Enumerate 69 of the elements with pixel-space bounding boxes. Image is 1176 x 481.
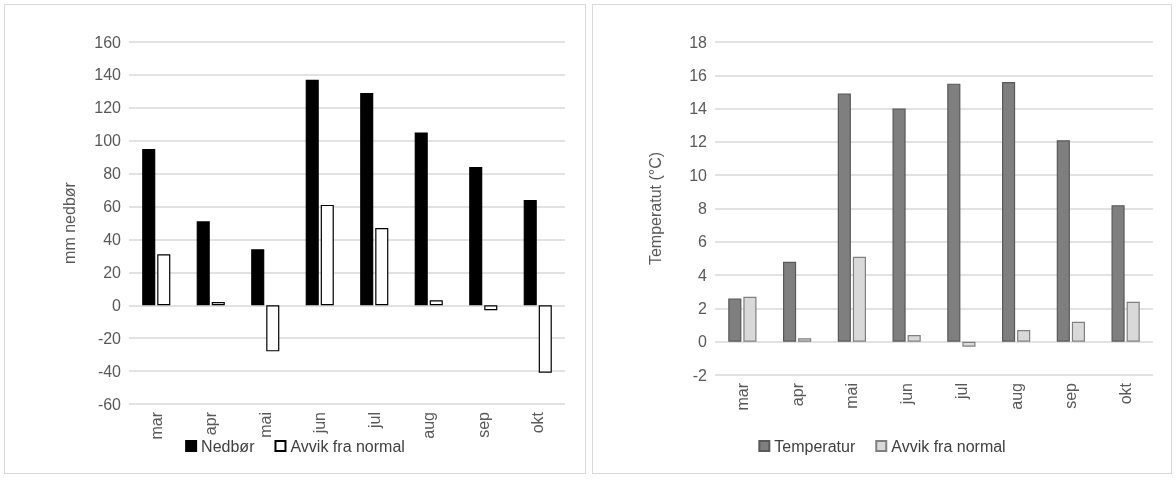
y-tick-label: 20 [103, 263, 122, 281]
y-tick-label: -40 [97, 362, 122, 380]
x-tick-label: apr [202, 411, 220, 436]
y-tick-label: -2 [692, 366, 708, 384]
bar [538, 305, 552, 373]
y-tick-label: 16 [689, 66, 708, 84]
legend-label: Avvik fra normal [290, 437, 405, 455]
y-tick-label: -60 [97, 395, 122, 413]
bar [305, 79, 319, 306]
bar [523, 199, 537, 306]
y-tick-label: 2 [698, 299, 708, 317]
x-tick-label: mar [733, 382, 751, 411]
bar [837, 93, 851, 342]
x-tick-label: mai [843, 383, 861, 409]
legend-label: Avvik fra normal [891, 437, 1006, 455]
x-tick-label: okt [1117, 382, 1135, 405]
legend-label: Nedbør [201, 437, 256, 455]
x-tick-label: jun [311, 412, 329, 435]
y-tick-label: 160 [94, 33, 122, 51]
bar [728, 298, 742, 342]
y-tick-label: 40 [103, 230, 122, 248]
x-tick-label: jun [898, 383, 916, 406]
y-axis-title: Temperatut (°C) [646, 151, 664, 266]
y-axis-title: mm nedbør [60, 181, 78, 264]
y-tick-label: 6 [698, 233, 708, 251]
y-tick-label: 10 [689, 166, 708, 184]
y-tick-label: 140 [94, 66, 122, 84]
legend-label: Temperatur [774, 437, 856, 455]
bar [360, 93, 374, 306]
bar [157, 254, 171, 306]
y-tick-label: 80 [103, 165, 122, 183]
bar [142, 148, 156, 306]
x-tick-label: jul [952, 383, 970, 401]
bar [196, 221, 210, 306]
y-tick-label: 120 [94, 99, 122, 117]
bar [469, 167, 483, 306]
bar [266, 305, 280, 352]
y-tick-label: 100 [94, 132, 122, 150]
y-tick-label: 0 [698, 333, 708, 351]
x-tick-label: jul [365, 412, 383, 430]
y-tick-label: 12 [689, 133, 708, 151]
bar [429, 300, 443, 306]
bar [1002, 81, 1016, 342]
x-tick-label: aug [1007, 383, 1025, 410]
y-tick-label: 18 [689, 33, 708, 51]
bar [1111, 205, 1125, 342]
y-tick-label: 60 [103, 198, 122, 216]
y-tick-label: 14 [689, 100, 708, 118]
y-tick-label: -20 [97, 329, 122, 347]
bar [783, 261, 797, 342]
bar [1056, 140, 1070, 342]
bar [320, 204, 334, 306]
x-tick-label: mar [147, 411, 165, 440]
bar [251, 249, 265, 306]
bar [375, 227, 389, 306]
bar [892, 108, 906, 342]
y-tick-label: 4 [698, 266, 708, 284]
bar [211, 301, 225, 306]
bar [947, 83, 961, 342]
x-tick-label: aug [420, 412, 438, 439]
bar [414, 132, 428, 306]
bar [484, 305, 498, 311]
x-tick-label: sep [1062, 382, 1080, 409]
x-tick-label: mai [256, 412, 274, 438]
x-tick-label: apr [788, 382, 806, 407]
y-tick-label: 0 [112, 296, 122, 314]
x-tick-label: okt [529, 411, 547, 434]
y-tick-label: 8 [698, 200, 708, 217]
x-tick-label: sep [474, 411, 492, 438]
